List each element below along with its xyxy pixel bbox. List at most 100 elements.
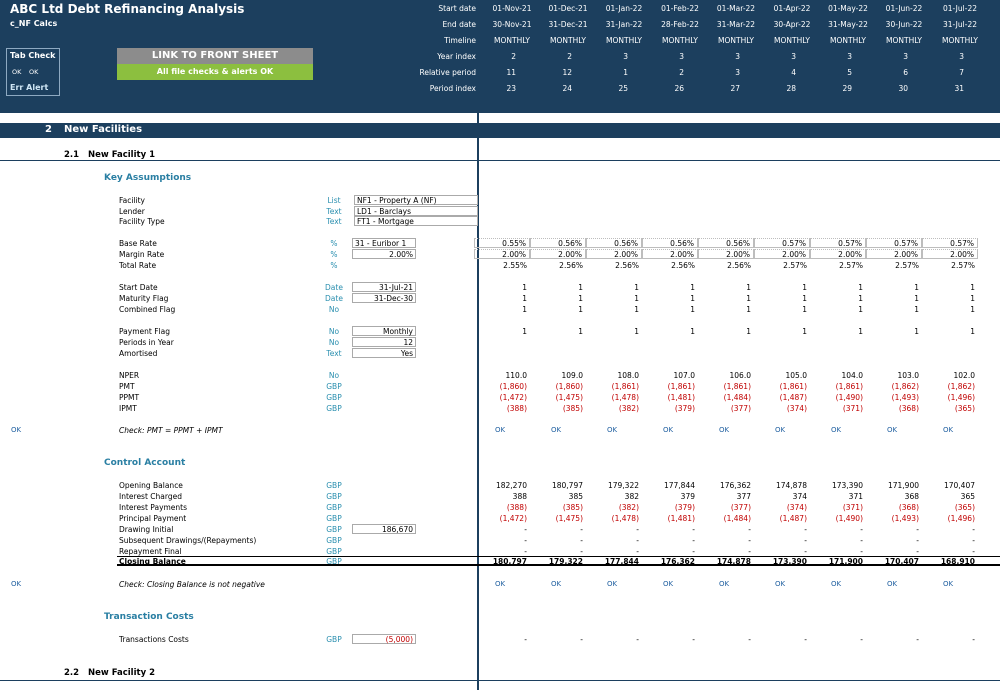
opening-balance-cell: 173,390 bbox=[831, 481, 863, 490]
check-cell-closing: OK bbox=[718, 580, 730, 588]
timeline-cell-period-index: 29 bbox=[842, 84, 852, 93]
start-date-cell: 1 bbox=[746, 283, 751, 292]
payment-flag-cell: 1 bbox=[802, 327, 807, 336]
interest-charged-cell: 379 bbox=[680, 492, 695, 501]
subsequent-drawings-cell: - bbox=[804, 536, 807, 545]
maturity-flag-input[interactable]: 31-Dec-30 bbox=[352, 293, 416, 303]
payment-flag-cell: 1 bbox=[634, 327, 639, 336]
base-rate-input[interactable]: 31 - Euribor 1 mth bbox=[352, 238, 416, 257]
combined-flag-cell: 1 bbox=[634, 305, 639, 314]
nper-cell: 104.0 bbox=[841, 371, 863, 380]
transactions-costs-input[interactable]: (5,000) bbox=[352, 634, 416, 644]
margin-rate-cell: 2.00% bbox=[642, 249, 698, 259]
interest-payments-cell: (374) bbox=[786, 503, 807, 512]
drawing-initial-input[interactable]: 186,670 bbox=[352, 524, 416, 534]
ppmt-cell: (1,475) bbox=[555, 393, 583, 402]
opening-balance-cell: 171,900 bbox=[887, 481, 919, 490]
maturity-flag-cell: 1 bbox=[634, 294, 639, 303]
amortised-label: Amortised bbox=[119, 349, 158, 358]
pmt-cell: (1,861) bbox=[835, 382, 863, 391]
check-cell-pmt: OK bbox=[718, 426, 730, 434]
pmt-label: PMT bbox=[119, 382, 135, 391]
facility-unit: List bbox=[327, 196, 341, 205]
transactions-costs-cell: - bbox=[636, 635, 639, 644]
closing-balance-cell: 176,362 bbox=[660, 557, 695, 566]
facility-input[interactable]: NF1 - Property A (NF) bbox=[354, 195, 478, 205]
repayment-final-cell: - bbox=[972, 547, 975, 556]
lender-unit: Text bbox=[326, 207, 342, 216]
combined-flag-cell: 1 bbox=[746, 305, 751, 314]
ppmt-cell: (1,478) bbox=[611, 393, 639, 402]
combined-flag-unit: No bbox=[328, 305, 340, 314]
start-date-cell: 1 bbox=[970, 283, 975, 292]
timeline-cell-period-index: 28 bbox=[786, 84, 796, 93]
pmt-unit: GBP bbox=[326, 382, 342, 391]
ipmt-label: IPMT bbox=[119, 404, 137, 413]
transactions-costs-cell: - bbox=[524, 635, 527, 644]
subsequent-drawings-cell: - bbox=[692, 536, 695, 545]
timeline-cell-start-dates: 01-Jul-22 bbox=[943, 4, 977, 13]
opening-balance-cell: 170,407 bbox=[943, 481, 975, 490]
timeline-label-3: Year index bbox=[437, 52, 476, 61]
timeline-cell-start-dates: 01-Dec-21 bbox=[548, 4, 588, 13]
margin-rate-label: Margin Rate bbox=[119, 250, 165, 259]
nper-cell: 106.0 bbox=[729, 371, 751, 380]
periods-in-year-unit: No bbox=[328, 338, 340, 347]
frozen-pane-divider[interactable] bbox=[477, 0, 479, 690]
subsequent-drawings-cell: - bbox=[524, 536, 527, 545]
tab-check-label: Tab Check bbox=[10, 51, 56, 60]
start-date-input[interactable]: 31-Jul-21 bbox=[352, 282, 416, 292]
facility-type-input[interactable]: FT1 - Mortgage bbox=[354, 216, 478, 226]
drawing-initial-cell: - bbox=[580, 525, 583, 534]
lender-input[interactable]: LD1 - Barclays bbox=[354, 206, 478, 216]
interest-charged-cell: 365 bbox=[960, 492, 975, 501]
section-title: New Facilities bbox=[64, 124, 143, 135]
opening-balance-cell: 174,878 bbox=[775, 481, 807, 490]
timeline-cell-period-index: 27 bbox=[730, 84, 740, 93]
file-checks-status-button[interactable]: All file checks & alerts OK bbox=[117, 64, 313, 80]
timeline-cell-end-dates: 30-Nov-21 bbox=[492, 20, 532, 29]
timeline-cell-period-index: 24 bbox=[562, 84, 572, 93]
timeline-cell-end-dates: 31-Jul-22 bbox=[943, 20, 977, 29]
timeline-cell-period-index: 31 bbox=[954, 84, 964, 93]
total-rate-cell: 2.57% bbox=[839, 261, 863, 270]
interest-charged-cell: 385 bbox=[568, 492, 583, 501]
margin-rate-input[interactable]: 2.00% bbox=[352, 249, 416, 259]
interest-charged-cell: 374 bbox=[792, 492, 807, 501]
timeline-cell-timeline: MONTHLY bbox=[886, 36, 922, 45]
start-date-cell: 1 bbox=[522, 283, 527, 292]
principal-payment-cell: (1,475) bbox=[555, 514, 583, 523]
key-assumptions-title: Key Assumptions bbox=[104, 173, 192, 183]
timeline-cell-timeline: MONTHLY bbox=[718, 36, 754, 45]
amortised-input[interactable]: Yes bbox=[352, 348, 416, 358]
tab-check-ok-1: OK bbox=[12, 68, 22, 76]
periods-in-year-input[interactable]: 12 bbox=[352, 337, 416, 347]
timeline-cell-year-index: 3 bbox=[903, 52, 908, 61]
workbook-title: ABC Ltd Debt Refinancing Analysis bbox=[10, 2, 245, 16]
timeline-cell-year-index: 3 bbox=[847, 52, 852, 61]
subsection-rule-1 bbox=[0, 160, 1000, 161]
start-date-label: Start Date bbox=[119, 283, 158, 292]
payment-flag-input[interactable]: Monthly bbox=[352, 326, 416, 336]
drawing-initial-cell: - bbox=[916, 525, 919, 534]
timeline-cell-end-dates: 31-Mar-22 bbox=[716, 20, 756, 29]
timeline-cell-period-index: 26 bbox=[674, 84, 684, 93]
nper-cell: 103.0 bbox=[897, 371, 919, 380]
base-rate-cell: 0.56% bbox=[530, 238, 586, 248]
link-front-sheet-button[interactable]: LINK TO FRONT SHEET bbox=[117, 48, 313, 64]
payment-flag-cell: 1 bbox=[578, 327, 583, 336]
repayment-final-cell: - bbox=[580, 547, 583, 556]
transaction-costs-title: Transaction Costs bbox=[104, 612, 194, 622]
ppmt-label: PPMT bbox=[119, 393, 140, 402]
timeline-cell-period-index: 23 bbox=[506, 84, 516, 93]
ppmt-cell: (1,496) bbox=[947, 393, 975, 402]
principal-payment-cell: (1,496) bbox=[947, 514, 975, 523]
check-cell-closing: OK bbox=[886, 580, 898, 588]
subsequent-drawings-label: Subsequent Drawings/(Repayments) bbox=[119, 536, 257, 545]
timeline-cell-start-dates: 01-May-22 bbox=[828, 4, 868, 13]
timeline-cell-timeline: MONTHLY bbox=[550, 36, 586, 45]
transactions-costs-cell: - bbox=[860, 635, 863, 644]
maturity-flag-unit: Date bbox=[325, 294, 343, 303]
check-cell-closing: OK bbox=[550, 580, 562, 588]
subsequent-drawings-cell: - bbox=[972, 536, 975, 545]
